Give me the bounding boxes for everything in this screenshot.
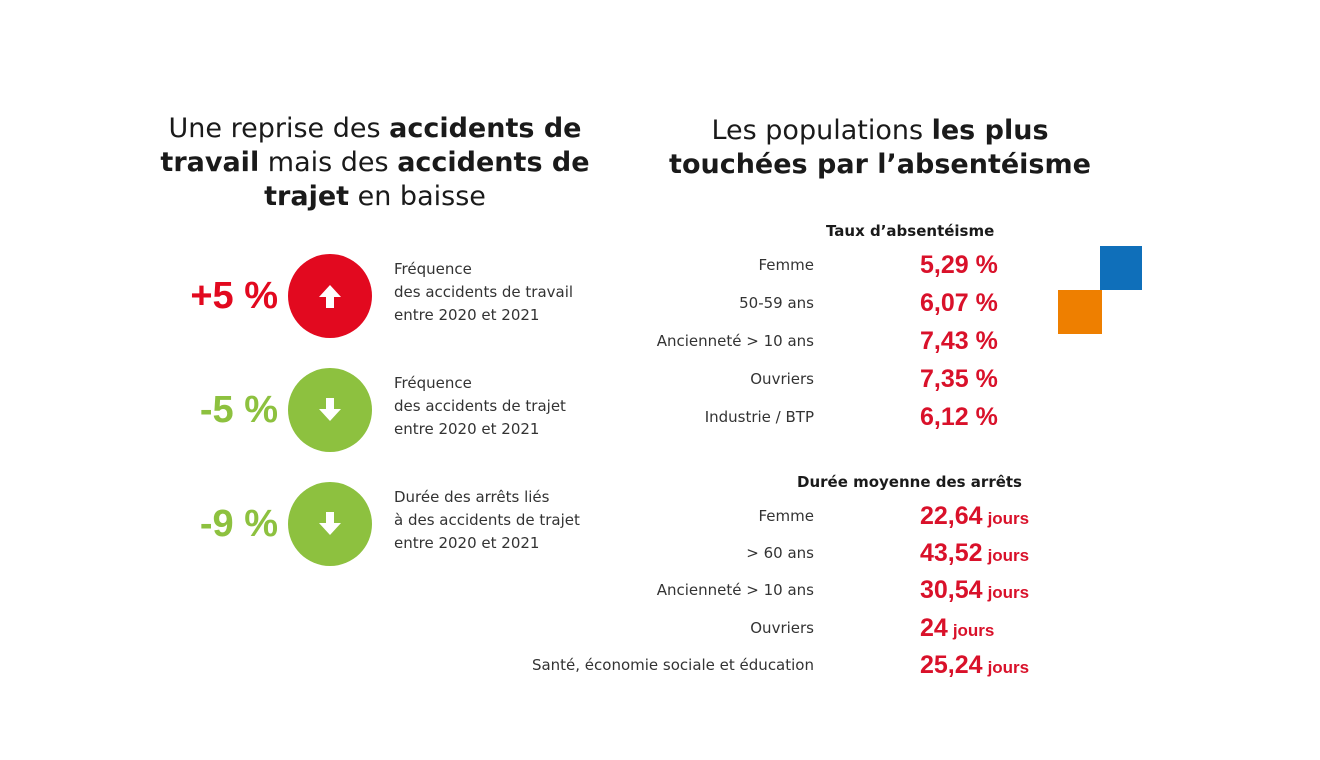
stat-desc-line: des accidents de travail [394,283,574,301]
decorative-blue-square [1100,246,1142,290]
absenteeism-row: Femme 5,29 % [560,248,1120,282]
duration-row: Ouvriers 24 jours [560,611,1120,645]
row-value: 43,52 jours [920,536,1029,570]
stat-circle [288,482,372,566]
arrow-down-icon [319,398,341,421]
row-value: 7,35 % [920,362,998,396]
stat-desc-line: à des accidents de trajet [394,511,580,529]
left-title: Une reprise des accidents de travail mai… [140,112,610,214]
arrow-down-icon [319,512,341,535]
row-label: Santé, économie sociale et éducation [531,656,814,674]
row-value-number: 30,54 [920,576,983,604]
row-value-unit: jours [987,546,1030,565]
row-value: 6,12 % [920,400,998,434]
row-value-unit: jours [987,583,1030,602]
row-value: 24 jours [920,611,994,645]
left-title-part-2: accidents de travail [160,113,582,178]
row-value: 7,43 % [920,324,998,358]
stat-desc-line: Fréquence [394,260,472,278]
row-label: Femme [758,507,815,525]
left-title-part-5: en baisse [349,181,486,212]
absenteeism-title: Taux d’absentéisme [826,222,995,240]
row-value-number: 22,64 [920,502,983,530]
absenteeism-row: Industrie / BTP 6,12 % [560,400,1120,434]
right-title-part-1: Les populations [711,115,932,146]
row-value-unit: jours [952,621,995,640]
row-label: > 60 ans [746,544,814,562]
stat-desc-line: Fréquence [394,374,472,392]
stat-value: +5 % [190,274,278,317]
stat-circle [288,254,372,338]
right-title-part-2: les plus touchées par l’absentéisme [669,115,1091,180]
row-value-unit: jours [987,509,1030,528]
stat-row-commute-accidents: -5 % Fréquence des accidents de trajet e… [150,368,620,452]
stat-desc-line: entre 2020 et 2021 [394,420,540,438]
stat-desc-line: entre 2020 et 2021 [394,534,540,552]
decorative-orange-square [1058,290,1102,334]
row-value-number: 7,35 % [920,365,998,393]
right-title: Les populations les plus touchées par l’… [660,114,1100,182]
row-value-number: 6,07 % [920,289,998,317]
row-label: Industrie / BTP [704,408,814,426]
row-value-number: 43,52 [920,539,983,567]
row-value-unit: jours [987,658,1030,677]
row-label: Ouvriers [750,370,814,388]
duration-row: Ancienneté > 10 ans 30,54 jours [560,573,1120,607]
left-title-part-4: accidents de trajet [264,147,590,212]
left-title-part-1: Une reprise des [168,113,390,144]
row-value-number: 25,24 [920,651,983,679]
stat-value: -9 % [199,502,278,545]
row-value-number: 5,29 % [920,251,998,279]
arrow-up-icon [319,285,341,308]
duration-row: > 60 ans 43,52 jours [560,536,1120,570]
duration-row: Santé, économie sociale et éducation 25,… [532,648,1120,682]
row-value: 5,29 % [920,248,998,282]
duration-title: Durée moyenne des arrêts [797,473,1022,491]
stat-value: -5 % [199,388,278,431]
duration-row: Femme 22,64 jours [560,499,1120,533]
stat-desc-line: des accidents de trajet [394,397,566,415]
row-label: Ouvriers [750,619,814,637]
row-value: 6,07 % [920,286,998,320]
row-value-number: 24 [920,614,948,642]
left-title-part-3: mais des [259,147,398,178]
row-value: 30,54 jours [920,573,1029,607]
absenteeism-row: Ancienneté > 10 ans 7,43 % [560,324,1120,358]
row-label: Ancienneté > 10 ans [656,581,814,599]
stat-row-commute-duration: -9 % Durée des arrêts liés à des acciden… [150,482,620,566]
row-value-number: 6,12 % [920,403,998,431]
stat-description: Fréquence des accidents de trajet entre … [394,372,624,441]
stat-desc-line: entre 2020 et 2021 [394,306,540,324]
stat-desc-line: Durée des arrêts liés [394,488,550,506]
row-value-number: 7,43 % [920,327,998,355]
stat-row-work-accidents: +5 % Fréquence des accidents de travail … [150,254,620,338]
row-label: Ancienneté > 10 ans [656,332,814,350]
row-label: 50-59 ans [739,294,814,312]
stat-description: Durée des arrêts liés à des accidents de… [394,486,624,555]
row-value: 22,64 jours [920,499,1029,533]
row-label: Femme [758,256,815,274]
absenteeism-row: 50-59 ans 6,07 % [560,286,1120,320]
row-value: 25,24 jours [920,648,1029,682]
stat-circle [288,368,372,452]
absenteeism-row: Ouvriers 7,35 % [560,362,1120,396]
stat-description: Fréquence des accidents de travail entre… [394,258,624,327]
